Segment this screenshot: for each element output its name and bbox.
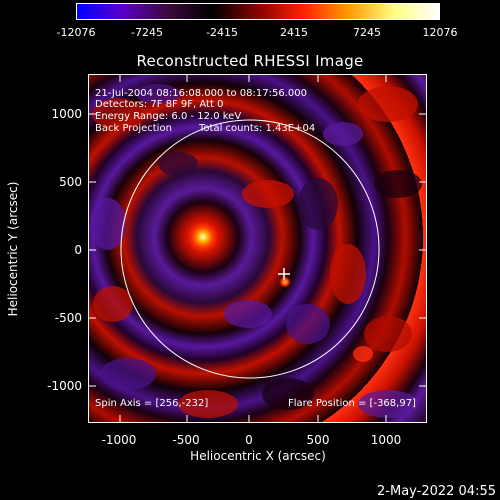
flare-position-text: Flare Position = [-368,97] (288, 398, 416, 409)
x-tick-label: -1000 (101, 433, 137, 447)
x-tick-label: 500 (306, 433, 330, 447)
x-tick-label: -500 (172, 433, 200, 447)
x-tick-label: 1000 (370, 433, 402, 447)
detectors-text: Detectors: 7F 8F 9F, Att 0 (95, 99, 224, 110)
colorbar-label-min: -12076 (56, 26, 96, 39)
time-range-text: 21-Jul-2004 08:16:08.000 to 08:17:56.000 (95, 88, 307, 99)
colorbar-label-max: 12076 (422, 26, 458, 39)
solar-limb-circle (120, 119, 380, 379)
method-text: Back Projection (95, 123, 172, 134)
secondary-source (279, 276, 291, 288)
energy-range-text: Energy Range: 6.0 - 12.0 keV (95, 111, 242, 122)
colorbar-label-4: 2415 (280, 26, 308, 39)
y-tick-label: -500 (54, 311, 82, 325)
y-tick-label: 0 (74, 243, 82, 257)
x-tick-label: 0 (245, 433, 253, 447)
rhessi-image (88, 74, 427, 423)
footer-date: 2-May-2022 04:55 (377, 484, 496, 499)
y-tick-label: 500 (59, 175, 82, 189)
y-axis-label: Heliocentric Y (arcsec) (6, 181, 20, 317)
colorbar-label-5: 7245 (353, 26, 381, 39)
colorbar-label-3: -2415 (206, 26, 238, 39)
colorbar (76, 3, 440, 20)
spin-axis-text: Spin Axis = [256,-232] (95, 398, 209, 409)
flare-source (187, 221, 219, 253)
colorbar-label-2: -7245 (131, 26, 163, 39)
y-tick-label: 1000 (51, 107, 82, 121)
rhessi-image-svg (88, 74, 427, 423)
image-title: Reconstructed RHESSI Image (136, 52, 364, 70)
y-tick-label: -1000 (47, 379, 82, 393)
x-axis-label: Heliocentric X (arcsec) (190, 449, 326, 463)
total-counts-text: Total counts: 1.43E+04 (199, 123, 316, 134)
